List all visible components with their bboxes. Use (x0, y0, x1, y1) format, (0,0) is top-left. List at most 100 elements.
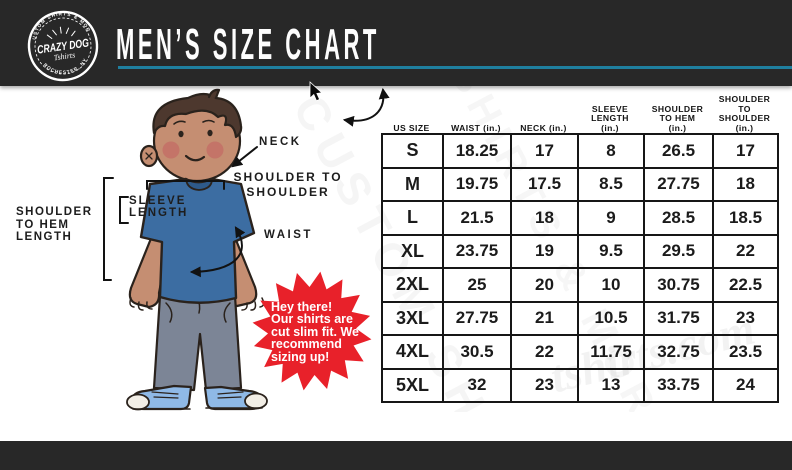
cell-neck: 23 (510, 367, 579, 403)
cell-size: XL (381, 233, 444, 269)
cell-size: 3XL (381, 300, 444, 336)
figure-left-shoe (130, 384, 193, 411)
logo-script: Tshirts (53, 50, 76, 62)
cell-hem: 29.5 (643, 233, 714, 269)
waist-arrow (189, 226, 246, 278)
cell-waist: 25 (442, 267, 512, 303)
cell-sleeve: 9 (577, 200, 645, 236)
cell-waist: 27.75 (442, 300, 512, 336)
size-table: S 18.25 17 8 26.5 17 M 19.75 17.5 8.5 27.75 18 L 21… (381, 133, 779, 403)
table-row: L 21.5 18 9 28.5 18.5 (381, 200, 779, 236)
table-row: S 18.25 17 8 26.5 17 (381, 133, 779, 169)
cell-waist: 32 (442, 367, 512, 403)
cell-sleeve: 10.5 (577, 300, 645, 336)
sleeve-bracket (119, 196, 129, 224)
cell-sleeve: 8.5 (577, 166, 645, 202)
cell-neck: 20 (510, 267, 579, 303)
cell-shoulder: 24 (712, 367, 779, 403)
figure-hair (152, 92, 243, 139)
cell-waist: 19.75 (442, 166, 512, 202)
cell-sleeve: 9.5 (577, 233, 645, 269)
label-neck: NECK (259, 136, 302, 148)
svg-text:CUSTOM SHIRTS & MORE: CUSTOM SHIRTS & MORE (22, 4, 92, 43)
cell-size: M (381, 166, 444, 202)
cell-neck: 22 (510, 334, 579, 370)
col-header-shoulder-to-shoulder: SHOULDER TO SHOULDER (in.) (718, 94, 771, 133)
figure-pants (152, 294, 243, 392)
col-header-waist: WAIST (in.) (451, 122, 501, 133)
figure-collar (185, 178, 213, 191)
figure-left-arm (128, 234, 170, 309)
size-table-header: US SIZE WAIST (in.) NECK (in.) SLEEVE LEN… (381, 94, 777, 133)
table-row: M 19.75 17.5 8.5 27.75 18 (381, 166, 779, 202)
logo-outer-ring (27, 10, 99, 82)
label-shoulder-to-hem: SHOULDER TO HEM LENGTH (16, 206, 93, 243)
cell-neck: 17.5 (510, 166, 579, 202)
slim-fit-callout: Hey there! Our shirts are cut slim fit. … (245, 264, 379, 398)
title-underline (118, 66, 792, 69)
footer-bar (0, 441, 792, 470)
table-pointer-arrow (342, 87, 390, 127)
cell-hem: 33.75 (643, 367, 714, 403)
cell-neck: 21 (510, 300, 579, 336)
cell-size: S (381, 133, 444, 169)
logo-arc-top: CUSTOM SHIRTS & MORE (22, 4, 92, 43)
cell-hem: 31.75 (643, 300, 714, 336)
table-row: 3XL 27.75 21 10.5 31.75 23 (381, 300, 779, 336)
cell-neck: 17 (510, 133, 579, 169)
cell-hem: 32.75 (643, 334, 714, 370)
cell-waist: 30.5 (442, 334, 512, 370)
cell-waist: 23.75 (442, 233, 512, 269)
label-sleeve-length: SLEEVE LENGTH (129, 195, 189, 219)
cell-hem: 30.75 (643, 267, 714, 303)
figure-ear (139, 144, 159, 168)
cell-size: 4XL (381, 334, 444, 370)
cell-sleeve: 11.75 (577, 334, 645, 370)
neck-arrow (231, 146, 258, 168)
crazy-dog-logo: CUSTOM SHIRTS & MORE ROCHESTER, NY CRAZY… (22, 4, 99, 82)
cell-hem: 27.75 (643, 166, 714, 202)
table-row: 4XL 30.5 22 11.75 32.75 23.5 (381, 334, 779, 370)
table-row: 2XL 25 20 10 30.75 22.5 (381, 267, 779, 303)
cell-waist: 21.5 (442, 200, 512, 236)
figure-head (152, 99, 242, 183)
cell-sleeve: 13 (577, 367, 645, 403)
cell-size: 5XL (381, 367, 444, 403)
cell-neck: 18 (510, 200, 579, 236)
hem-bracket (103, 177, 114, 281)
cell-shoulder: 23.5 (712, 334, 779, 370)
starburst-shape (252, 271, 372, 391)
logo-inner-ring (34, 17, 92, 75)
col-header-shoulder-to-hem: SHOULDER TO HEM (in.) (651, 103, 704, 133)
cell-shoulder: 22.5 (712, 267, 779, 303)
size-table-block: US SIZE WAIST (in.) NECK (in.) SLEEVE LEN… (381, 94, 779, 403)
cell-sleeve: 10 (577, 267, 645, 303)
logo-sunburst-icon (46, 26, 76, 39)
callout-text: Hey there! Our shirts are cut slim fit. … (271, 300, 359, 364)
cell-shoulder: 18 (712, 166, 779, 202)
cell-shoulder: 23 (712, 300, 779, 336)
table-row: 5XL 32 23 13 33.75 24 (381, 367, 779, 403)
cell-hem: 26.5 (643, 133, 714, 169)
cell-size: 2XL (381, 267, 444, 303)
col-header-sleeve-length: SLEEVE LENGTH (in.) (591, 103, 629, 133)
shoulder-ruler (146, 180, 225, 190)
page-title: MEN’S SIZE CHART (116, 20, 380, 69)
cell-sleeve: 8 (577, 133, 645, 169)
cell-shoulder: 17 (712, 133, 779, 169)
cell-size: L (381, 200, 444, 236)
header-bar: MEN’S SIZE CHART (0, 0, 792, 86)
figure-neck (184, 156, 214, 184)
label-shoulder-to-shoulder: SHOULDER TO SHOULDER (233, 170, 343, 199)
col-header-us-size: US SIZE (393, 122, 430, 133)
starburst-polygon (252, 271, 372, 391)
cell-shoulder: 18.5 (712, 200, 779, 236)
col-header-neck: NECK (in.) (520, 122, 567, 133)
label-waist: WAIST (264, 229, 313, 241)
table-row: XL 23.75 19 9.5 29.5 22 (381, 233, 779, 269)
cell-waist: 18.25 (442, 133, 512, 169)
cell-shoulder: 22 (712, 233, 779, 269)
cell-hem: 28.5 (643, 200, 714, 236)
cell-neck: 19 (510, 233, 579, 269)
